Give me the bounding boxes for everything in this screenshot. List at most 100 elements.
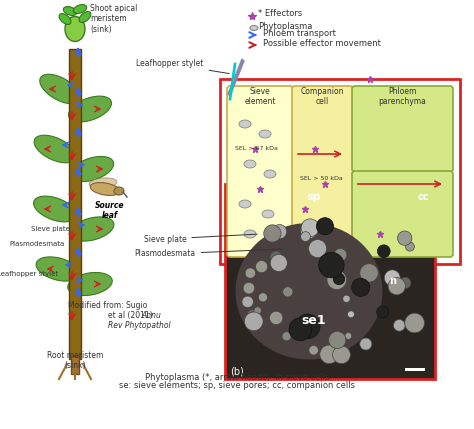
Ellipse shape xyxy=(34,196,76,222)
Text: n: n xyxy=(390,277,396,287)
Circle shape xyxy=(283,287,293,297)
Circle shape xyxy=(309,239,327,257)
Text: Source
leaf: Source leaf xyxy=(95,201,125,221)
Circle shape xyxy=(360,338,372,350)
Circle shape xyxy=(245,312,263,331)
Ellipse shape xyxy=(90,183,120,196)
Circle shape xyxy=(345,332,352,339)
Text: sp: sp xyxy=(306,192,320,202)
Bar xyxy=(220,79,460,264)
Circle shape xyxy=(377,245,390,257)
FancyBboxPatch shape xyxy=(227,86,293,257)
FancyBboxPatch shape xyxy=(352,171,453,257)
Text: Leafhopper stylet: Leafhopper stylet xyxy=(137,60,229,73)
Circle shape xyxy=(309,345,319,355)
Ellipse shape xyxy=(73,5,87,13)
Circle shape xyxy=(255,260,268,273)
Text: Phytoplasma (*, arrow heads)  in sieve cells: Phytoplasma (*, arrow heads) in sieve ce… xyxy=(145,373,329,382)
Circle shape xyxy=(316,218,334,235)
Bar xyxy=(405,368,425,371)
Circle shape xyxy=(304,220,316,233)
Ellipse shape xyxy=(68,272,112,296)
Circle shape xyxy=(282,332,291,341)
Circle shape xyxy=(270,251,282,263)
Circle shape xyxy=(377,306,389,318)
Circle shape xyxy=(405,313,424,333)
Circle shape xyxy=(319,252,344,278)
Circle shape xyxy=(264,225,281,242)
Circle shape xyxy=(270,311,283,325)
Circle shape xyxy=(243,282,255,294)
Circle shape xyxy=(301,223,317,239)
Circle shape xyxy=(296,314,320,338)
Text: Root meristem
(sink): Root meristem (sink) xyxy=(47,351,103,370)
Ellipse shape xyxy=(70,157,114,181)
Circle shape xyxy=(398,231,412,245)
Ellipse shape xyxy=(259,130,271,138)
Circle shape xyxy=(273,224,287,239)
Circle shape xyxy=(327,270,346,290)
Text: (b): (b) xyxy=(230,367,244,377)
Text: Shoot apical
meristem
(sink): Shoot apical meristem (sink) xyxy=(90,4,137,34)
Text: Sieve plate: Sieve plate xyxy=(144,234,257,244)
Bar xyxy=(71,356,79,374)
Text: Plasmodesmata: Plasmodesmata xyxy=(135,249,282,259)
Ellipse shape xyxy=(40,74,80,104)
Text: Companion
cell: Companion cell xyxy=(301,87,344,106)
Circle shape xyxy=(407,324,414,331)
Ellipse shape xyxy=(34,135,76,163)
Text: Modified from: Sugio: Modified from: Sugio xyxy=(68,301,148,310)
Circle shape xyxy=(343,295,350,302)
Circle shape xyxy=(312,325,320,333)
Circle shape xyxy=(352,278,370,296)
Circle shape xyxy=(333,273,345,285)
Ellipse shape xyxy=(65,16,85,42)
FancyBboxPatch shape xyxy=(352,86,453,172)
Ellipse shape xyxy=(64,6,77,15)
Ellipse shape xyxy=(236,223,383,360)
Ellipse shape xyxy=(70,217,114,241)
Circle shape xyxy=(247,309,258,321)
Circle shape xyxy=(334,248,347,261)
Circle shape xyxy=(405,242,414,251)
Ellipse shape xyxy=(244,160,256,168)
Circle shape xyxy=(347,311,355,318)
Ellipse shape xyxy=(250,25,258,30)
Circle shape xyxy=(333,346,350,364)
Text: et al (2011): et al (2011) xyxy=(108,311,155,320)
Ellipse shape xyxy=(264,170,276,178)
Circle shape xyxy=(393,320,405,331)
Text: cc: cc xyxy=(417,192,429,202)
Ellipse shape xyxy=(114,187,124,195)
Ellipse shape xyxy=(89,178,117,188)
Text: Phytoplasma: Phytoplasma xyxy=(258,22,312,31)
Ellipse shape xyxy=(59,14,71,24)
Circle shape xyxy=(245,268,255,278)
Circle shape xyxy=(242,296,254,308)
Circle shape xyxy=(400,277,411,289)
Text: Annu: Annu xyxy=(141,311,161,320)
Circle shape xyxy=(360,264,378,282)
Circle shape xyxy=(320,345,338,364)
Ellipse shape xyxy=(239,200,251,208)
Text: Phloem
parenchyma: Phloem parenchyma xyxy=(379,87,427,106)
Bar xyxy=(69,49,81,359)
Ellipse shape xyxy=(262,210,274,218)
Polygon shape xyxy=(228,59,244,96)
Text: Rev Phytopathol: Rev Phytopathol xyxy=(108,321,171,330)
Ellipse shape xyxy=(36,257,80,281)
Circle shape xyxy=(301,232,310,242)
Text: Leafhopper stylet: Leafhopper stylet xyxy=(0,271,58,277)
Text: se: sieve elements; sp, sieve pores; cc, companion cells: se: sieve elements; sp, sieve pores; cc,… xyxy=(119,381,355,390)
Circle shape xyxy=(254,307,261,314)
FancyBboxPatch shape xyxy=(292,86,353,257)
Text: se1: se1 xyxy=(301,314,326,327)
Text: Possible effector movement: Possible effector movement xyxy=(263,39,381,48)
Text: Sieve
element: Sieve element xyxy=(244,87,276,106)
Text: SEL > 67 kDa: SEL > 67 kDa xyxy=(235,146,278,151)
Text: Plasmodesmata: Plasmodesmata xyxy=(10,241,65,247)
Bar xyxy=(225,184,435,379)
Circle shape xyxy=(270,254,287,272)
Circle shape xyxy=(289,318,312,341)
Text: Sieve plate: Sieve plate xyxy=(31,226,70,232)
